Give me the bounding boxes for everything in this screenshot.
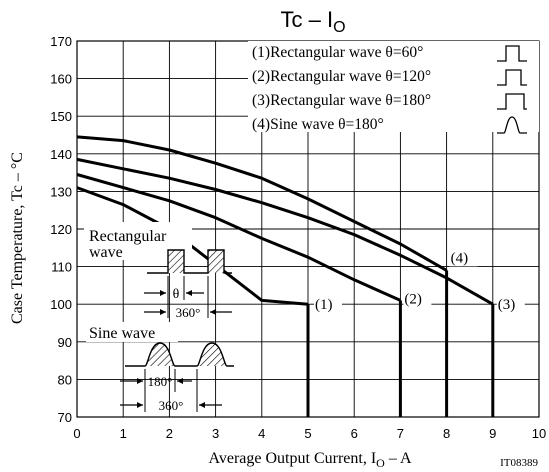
y-tick-label: 170	[50, 34, 72, 49]
chart-title: Tc – IO	[280, 7, 345, 36]
y-tick-label: 130	[50, 184, 72, 199]
y-axis-label: Case Temperature, Tc – °C	[9, 152, 26, 324]
x-tick-label: 1	[120, 426, 127, 441]
x-tick-label: 5	[304, 426, 311, 441]
y-tick-label: 110	[51, 260, 72, 275]
rect-pulse-1-fill	[168, 250, 184, 273]
x-axis-label: Average Output Current, IO – A	[209, 450, 412, 470]
rect-pulse-2-fill	[208, 250, 224, 273]
sine-label-background	[86, 322, 178, 342]
series-tag-background	[403, 291, 432, 308]
series-line-3	[76, 157, 494, 306]
y-tick-label: 100	[50, 297, 72, 312]
x-tick-label: 3	[212, 426, 219, 441]
rect-period-arrowhead-left	[160, 309, 166, 315]
legend: (1)Rectangular wave θ=60° (2)Rectangular…	[248, 41, 539, 134]
x-tick-label: 4	[258, 426, 265, 441]
series-tag-3: (3)	[498, 297, 516, 313]
y-tick-label: 70	[58, 410, 72, 425]
series-tag-background	[496, 297, 525, 314]
sine-period-arrowhead-left	[137, 402, 143, 408]
y-tick-label: 140	[50, 147, 72, 162]
legend-entry-2: (2)Rectangular wave θ=120°	[252, 68, 431, 85]
series-tag-1: (1)	[315, 297, 333, 313]
rect-wave-label-line1: Rectangular	[89, 228, 167, 245]
x-tick-label: 10	[532, 426, 546, 441]
rect-waveform	[147, 249, 232, 274]
rect-wave-60-icon	[497, 45, 527, 62]
sine-waveform	[125, 342, 234, 367]
tick-labels: 0 1 2 3 4 5 6 7 8 9 10 70 80 90 100 110 120 130 140 150 160 1…	[50, 34, 546, 441]
x-tick-label: 2	[166, 426, 173, 441]
y-tick-label: 150	[50, 109, 72, 124]
y-tick-label: 80	[58, 372, 72, 387]
y-tick-label: 120	[50, 222, 72, 237]
theta-label: θ	[173, 287, 180, 302]
series-tag-2: (2)	[404, 291, 422, 307]
sine-half-arrowhead-left	[137, 378, 143, 384]
figure-code: IT08389	[500, 457, 538, 469]
legend-entry-4: (4)Sine wave θ=180°	[252, 116, 384, 133]
x-tick-label: 8	[443, 426, 450, 441]
rect-wave-120-icon	[497, 69, 527, 86]
rect-wave-180-icon	[497, 93, 527, 110]
sine-half-label: 180°	[148, 374, 173, 389]
legend-background	[248, 41, 539, 132]
series-tag-background	[314, 297, 342, 314]
x-tick-label: 6	[351, 426, 358, 441]
legend-entry-1: (1)Rectangular wave θ=60°	[252, 44, 423, 61]
sine-period-arrowhead-right	[199, 402, 205, 408]
waveform-inset: Rectangular wave θ 360° Sine wave 180°	[84, 222, 234, 413]
series-tag-4: (4)	[451, 250, 469, 266]
series-line-1	[76, 186, 309, 306]
series-tag-background	[449, 250, 478, 267]
rect-period-label: 360°	[176, 305, 201, 320]
sine-wave-icon	[497, 116, 527, 134]
theta-arrowhead-right	[186, 290, 192, 296]
sine-half-arrowhead-right	[177, 378, 183, 384]
x-tick-label: 9	[489, 426, 496, 441]
sine-wave-label: Sine wave	[89, 325, 155, 342]
y-tick-label: 90	[58, 335, 72, 350]
x-tick-label: 7	[397, 426, 404, 441]
legend-entry-3: (3)Rectangular wave θ=180°	[252, 92, 431, 109]
sine-period-label: 360°	[159, 398, 184, 413]
y-tick-label: 160	[50, 72, 72, 87]
rect-period-arrowhead-right	[210, 309, 216, 315]
rect-wave-label-line2: wave	[89, 244, 123, 261]
theta-arrowhead-left	[160, 290, 166, 296]
series-line-2	[76, 173, 402, 302]
x-tick-label: 0	[73, 426, 80, 441]
series-group: (1) (2) (3) (4)	[76, 135, 525, 417]
